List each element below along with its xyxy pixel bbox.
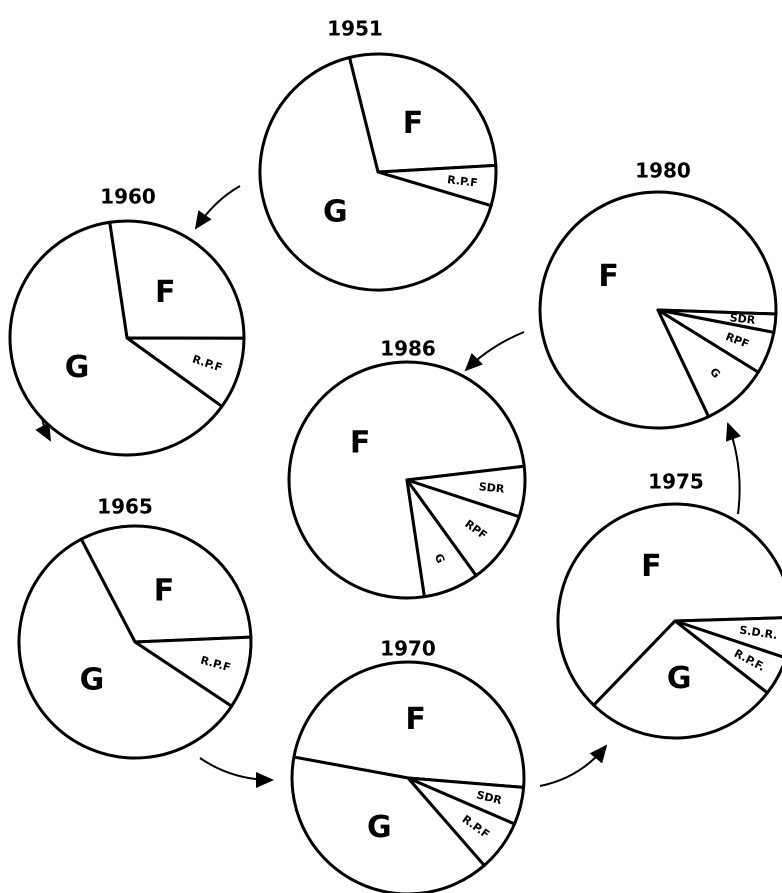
pie-title: 1986 — [380, 337, 436, 361]
slice-label: S.D.R. — [739, 624, 779, 642]
slice-label: F — [641, 549, 662, 584]
slice-label: G — [80, 662, 105, 697]
arrow — [194, 185, 241, 230]
pie-title: 1975 — [648, 470, 704, 494]
arrow — [725, 422, 741, 515]
pie-slice — [292, 660, 526, 789]
slice-label: G — [367, 810, 392, 845]
pie-title: 1960 — [100, 185, 156, 209]
pie-slice — [8, 220, 224, 457]
slice-label: F — [154, 573, 175, 608]
pie-slice — [79, 524, 253, 644]
slice-label: F — [405, 702, 426, 737]
pie-slice — [592, 619, 769, 740]
slice-label: F — [155, 275, 176, 310]
pie-title: 1965 — [97, 495, 153, 519]
pie-slice — [108, 219, 246, 340]
pie-slice — [290, 755, 486, 893]
pie-chart: 1951 F R.P.F G — [258, 17, 498, 292]
pie-slice — [405, 478, 478, 599]
arrow — [199, 757, 274, 788]
slice-label: G — [323, 194, 348, 229]
slice-label: R.P.F — [446, 173, 478, 189]
slice-label: F — [403, 106, 424, 141]
slice-label: G — [65, 350, 90, 385]
pie-title: 1970 — [380, 637, 436, 661]
pie-slice — [17, 537, 234, 760]
slice-label: F — [350, 426, 371, 461]
slice-label: SDR — [475, 788, 503, 807]
slice-label: SDR — [478, 480, 505, 496]
pie-title: 1951 — [327, 17, 383, 41]
pie-slice — [556, 502, 782, 707]
slice-label: F — [598, 259, 619, 294]
pie-title: 1980 — [635, 159, 691, 183]
arrow — [539, 744, 608, 787]
pie-slice — [258, 56, 493, 292]
pie-slice — [347, 52, 498, 174]
slice-label: SDR — [729, 311, 756, 327]
pie-slice — [656, 308, 760, 419]
arrow — [464, 331, 525, 372]
slice-label: G — [667, 661, 692, 696]
